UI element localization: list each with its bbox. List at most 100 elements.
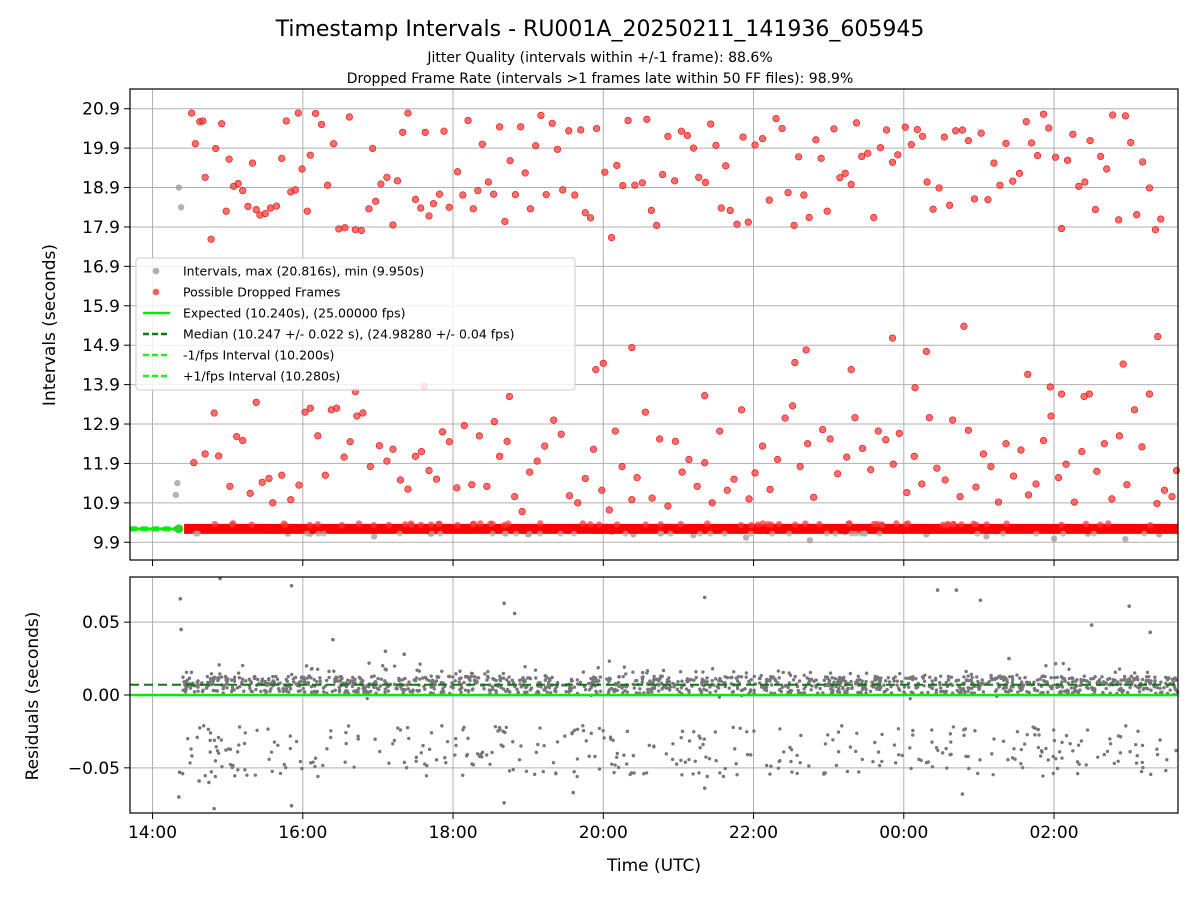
residual-point [475,676,480,680]
dropped-frame-point [385,521,393,529]
interval-point [177,204,185,211]
residual-point [864,691,868,695]
dropped-frame-point [1147,522,1154,529]
residual-point [432,687,436,691]
residual-point [795,753,799,758]
residual-point [221,686,225,691]
dropped-frame-point [445,203,453,211]
dropped-frame-point [1032,480,1040,488]
residual-point [752,674,756,679]
dropped-frame-point [618,462,626,471]
residual-point [376,676,380,681]
residual-point [895,683,899,687]
residual-point [384,668,389,672]
dropped-frame-point [990,159,998,167]
residual-point [917,757,921,762]
residual-point [224,682,229,686]
residual-point [620,686,624,690]
dropped-frame-point [716,427,724,435]
residual-point [423,687,427,691]
residual-point [506,680,511,684]
dropped-frame-point [353,412,361,420]
dropped-frame-point [653,221,661,229]
residual-point [701,742,705,747]
residual-point [802,673,806,678]
residual-point [352,765,356,769]
residual-point [186,736,190,741]
residual-point [189,747,193,751]
residual-point [1119,686,1123,691]
dropped-frame-point [526,468,534,476]
residual-point [322,690,326,694]
dropped-frame-point [952,127,960,135]
dropped-frame-point [1015,169,1024,177]
residual-point [1020,687,1024,691]
dropped-frame-point [972,483,980,491]
interval-point [1122,535,1129,543]
residual-point [494,678,498,683]
dropped-frame-point [1151,226,1160,234]
residual-point [950,683,955,687]
residual-point [502,801,506,805]
dropped-frame-point [1024,370,1032,378]
residual-point [856,674,861,679]
residual-point [674,762,679,766]
residual-point [346,678,350,682]
residual-point [922,684,926,688]
dropped-frame-point [841,169,849,177]
residual-point [373,737,377,741]
dropped-frame-point [910,452,918,460]
residuals-y-tick-label: 0.00 [82,686,120,706]
residual-point [1035,689,1040,693]
residual-point [344,689,348,693]
residual-point [1159,680,1163,684]
residual-point [225,686,229,690]
residual-point [1147,678,1151,683]
dropped-frame-point [244,202,252,211]
dropped-frame-point [234,179,242,188]
dropped-frame-point [628,496,636,504]
residual-point [245,773,249,777]
residual-point [1096,755,1100,759]
residual-point [1127,677,1132,681]
dropped-frame-point [795,153,803,161]
dropped-frame-point [911,384,919,392]
dropped-frame-point [791,358,799,367]
dropped-frame-point [647,206,655,214]
residual-point [519,744,523,748]
residual-point [231,763,235,768]
residual-point [879,685,883,690]
dropped-frame-point [893,520,900,527]
residual-point [1091,676,1096,681]
residual-point [1140,743,1145,748]
residual-point [734,762,738,766]
residual-point [764,685,769,690]
dropped-frame-point [501,521,508,529]
residual-point [352,689,356,693]
residual-point [993,676,997,681]
residual-point [1127,604,1131,608]
residual-point [219,675,224,679]
residual-point [203,774,207,778]
residual-point [318,676,322,680]
residual-point [419,751,423,755]
residual-point [788,688,793,693]
residual-point [782,750,786,754]
residual-point [828,671,833,675]
residual-point [776,669,781,673]
residual-point [693,759,697,764]
residual-point [1001,675,1006,679]
dropped-frame-point [533,457,541,465]
residual-point [1077,762,1081,766]
residual-point [415,668,419,672]
residual-point [679,758,683,763]
residual-point [966,689,970,693]
interval-point [1000,530,1007,537]
residual-point [860,757,864,762]
residual-point [304,664,309,668]
residual-point [183,679,188,684]
residual-point [201,688,205,692]
residual-point [350,684,355,689]
dropped-frame-point [248,159,257,167]
residual-point [534,750,539,755]
